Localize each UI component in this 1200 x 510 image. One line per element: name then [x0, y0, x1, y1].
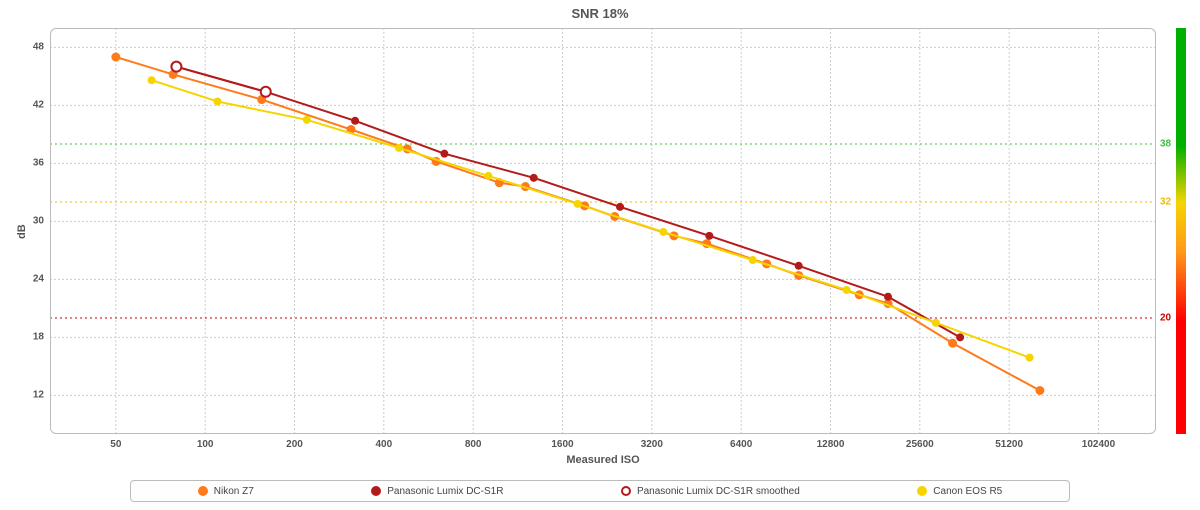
reference-line-label: 32 [1160, 197, 1171, 208]
x-tick-label: 3200 [641, 439, 663, 450]
legend-label: Nikon Z7 [214, 486, 254, 497]
x-tick-label: 200 [286, 439, 303, 450]
x-tick-label: 50 [110, 439, 121, 450]
legend-swatch-icon [198, 486, 208, 496]
legend: Nikon Z7 Panasonic Lumix DC-S1R Panasonic … [130, 480, 1070, 502]
x-axis-label: Measured ISO [50, 454, 1156, 466]
reference-line-label: 38 [1160, 139, 1171, 150]
legend-swatch-icon [917, 486, 927, 496]
quality-color-bar [1176, 28, 1186, 434]
reference-line-label: 20 [1160, 313, 1171, 324]
y-tick-label: 24 [33, 274, 44, 285]
legend-swatch-icon [621, 486, 631, 496]
y-tick-label: 12 [33, 390, 44, 401]
legend-item[interactable]: Nikon Z7 [198, 486, 254, 497]
chart-container: SNR 18% 50100200400800160032006400128002… [0, 0, 1200, 510]
y-tick-label: 36 [33, 158, 44, 169]
legend-item[interactable]: Panasonic Lumix DC-S1R smoothed [621, 486, 800, 497]
x-tick-label: 6400 [730, 439, 752, 450]
legend-item[interactable]: Canon EOS R5 [917, 486, 1002, 497]
legend-label: Canon EOS R5 [933, 486, 1002, 497]
legend-item[interactable]: Panasonic Lumix DC-S1R [371, 486, 503, 497]
legend-label: Panasonic Lumix DC-S1R [387, 486, 503, 497]
y-axis-label: dB [16, 224, 28, 239]
x-tick-label: 102400 [1082, 439, 1115, 450]
y-tick-label: 18 [33, 332, 44, 343]
x-tick-label: 12800 [817, 439, 845, 450]
y-tick-label: 30 [33, 216, 44, 227]
y-tick-label: 42 [33, 100, 44, 111]
x-tick-label: 25600 [906, 439, 934, 450]
x-tick-label: 800 [465, 439, 482, 450]
legend-label: Panasonic Lumix DC-S1R smoothed [637, 486, 800, 497]
y-tick-label: 48 [33, 42, 44, 53]
x-tick-label: 400 [375, 439, 392, 450]
legend-swatch-icon [371, 486, 381, 496]
plot-svg [0, 0, 1200, 510]
x-tick-label: 51200 [995, 439, 1023, 450]
x-tick-label: 1600 [551, 439, 573, 450]
x-tick-label: 100 [197, 439, 214, 450]
